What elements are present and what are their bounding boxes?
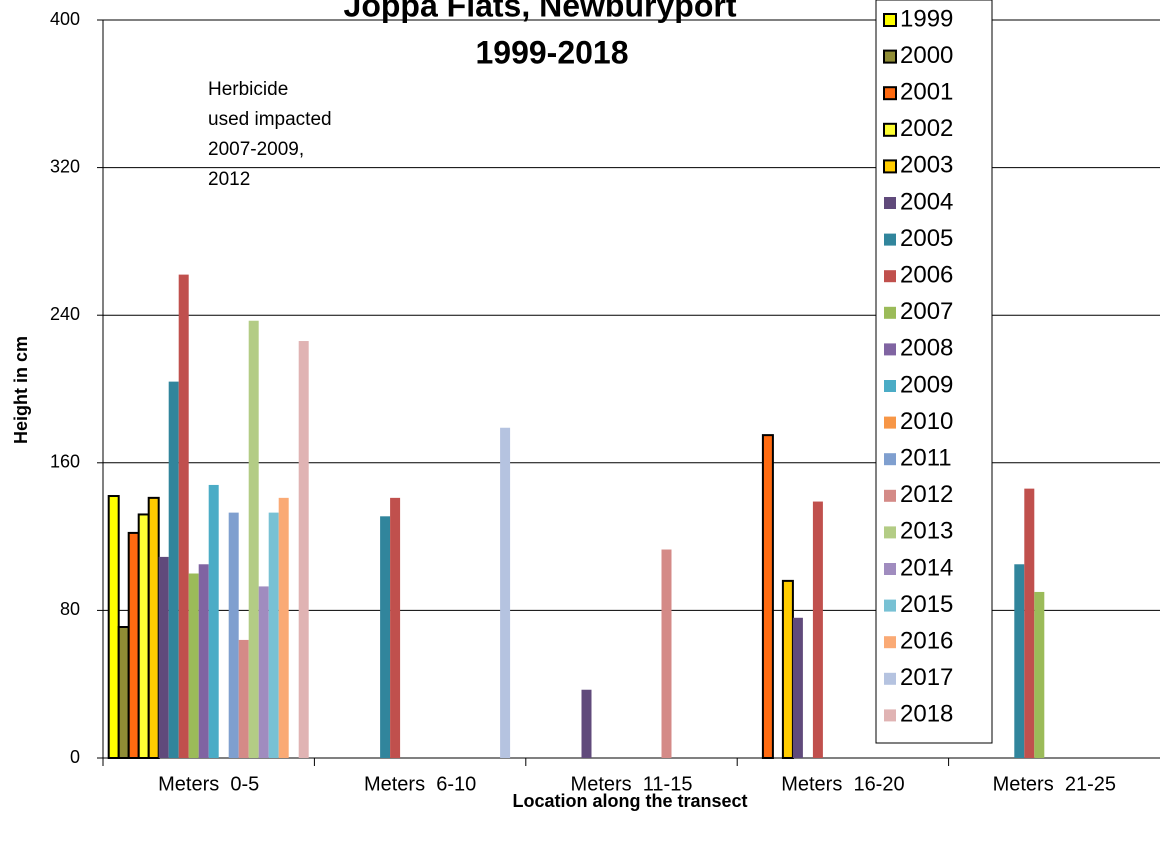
legend-swatch xyxy=(884,343,896,356)
legend-label: 2004 xyxy=(900,188,953,215)
legend-swatch xyxy=(884,563,896,575)
legend-swatch xyxy=(884,380,896,392)
bar xyxy=(278,497,289,758)
bar xyxy=(792,617,803,758)
bar xyxy=(380,516,391,758)
annotation: 2007-2009, xyxy=(208,139,304,160)
bar xyxy=(127,531,140,759)
legend-swatch xyxy=(883,159,897,174)
bar xyxy=(661,549,672,758)
y-tick-label: 240 xyxy=(50,304,80,324)
bar xyxy=(781,579,794,759)
legend-swatch xyxy=(884,599,896,612)
legend-label: 2001 xyxy=(900,79,953,106)
bar xyxy=(238,639,249,758)
legend-label: 2003 xyxy=(900,152,953,179)
y-tick-label: 160 xyxy=(50,452,80,472)
y-tick-label: 80 xyxy=(60,599,80,619)
legend-label: 2013 xyxy=(900,518,953,545)
legend-label: 2015 xyxy=(900,591,953,618)
y-axis-title: Height in cm xyxy=(11,336,31,444)
legend-label: 1999 xyxy=(900,5,953,32)
bar xyxy=(390,497,401,758)
legend-label: 2005 xyxy=(900,225,953,252)
bar xyxy=(198,564,209,758)
legend-swatch xyxy=(884,233,896,246)
bar xyxy=(137,513,150,760)
legend-label: 2018 xyxy=(900,701,953,728)
x-tick-label: Meters 6-10 xyxy=(364,773,476,795)
legend-swatch xyxy=(884,197,896,209)
legend-label: 2002 xyxy=(900,115,953,142)
bar xyxy=(147,496,160,759)
bar xyxy=(178,274,189,758)
legend-swatch xyxy=(884,526,896,539)
x-axis-title: Location along the transect xyxy=(512,791,747,811)
x-tick-label: Meters 16-20 xyxy=(781,773,904,795)
y-tick-label: 0 xyxy=(70,747,80,767)
legend-label: 2011 xyxy=(900,445,952,472)
annotation: Herbicide xyxy=(208,79,288,100)
legend-label: 2016 xyxy=(900,628,953,655)
bar xyxy=(107,495,120,759)
bar xyxy=(500,427,511,758)
bar xyxy=(228,512,239,758)
legend-swatch xyxy=(884,306,896,319)
legend-swatch xyxy=(884,709,896,722)
legend-swatch xyxy=(884,416,896,429)
bar xyxy=(117,626,130,759)
legend-label: 2006 xyxy=(900,262,953,289)
chart-title: Joppa Flats, Newburyport xyxy=(344,0,737,23)
bar xyxy=(158,556,169,758)
bar xyxy=(168,381,179,758)
bar xyxy=(1024,488,1035,758)
legend-swatch xyxy=(883,86,897,101)
legend-swatch xyxy=(883,49,897,64)
annotation: used impacted xyxy=(208,109,332,130)
chart-title: 1999-2018 xyxy=(475,34,628,70)
x-tick-label: Meters 11-15 xyxy=(571,773,693,795)
legend-swatch xyxy=(884,672,896,685)
legend-label: 2014 xyxy=(900,554,953,581)
legend-label: 2000 xyxy=(900,42,953,69)
legend-swatch xyxy=(883,13,897,27)
legend-swatch xyxy=(884,453,896,466)
legend-swatch xyxy=(884,636,896,649)
x-tick-label: Meters 21-25 xyxy=(993,773,1116,795)
legend-label: 2007 xyxy=(900,298,953,325)
legend-swatch xyxy=(884,270,896,283)
bar xyxy=(1014,564,1025,758)
bar xyxy=(268,512,279,758)
legend-label: 2012 xyxy=(900,481,953,508)
legend-swatch xyxy=(884,489,896,502)
y-tick-label: 400 xyxy=(50,9,80,29)
bar xyxy=(581,689,592,758)
legend-swatch xyxy=(883,122,897,137)
bar xyxy=(298,341,309,758)
bar xyxy=(1034,591,1045,758)
y-tick-label: 320 xyxy=(50,156,80,176)
bar xyxy=(812,501,823,758)
bar xyxy=(248,320,259,758)
bar xyxy=(208,484,219,758)
annotation: 2012 xyxy=(208,169,250,190)
bar xyxy=(258,586,269,758)
legend-label: 2009 xyxy=(900,371,953,398)
legend-label: 2008 xyxy=(900,335,953,362)
bar xyxy=(761,434,774,759)
bar xyxy=(188,573,199,758)
x-tick-label: Meters 0-5 xyxy=(158,773,259,795)
legend-label: 2010 xyxy=(900,408,953,435)
legend-label: 2017 xyxy=(900,664,953,691)
